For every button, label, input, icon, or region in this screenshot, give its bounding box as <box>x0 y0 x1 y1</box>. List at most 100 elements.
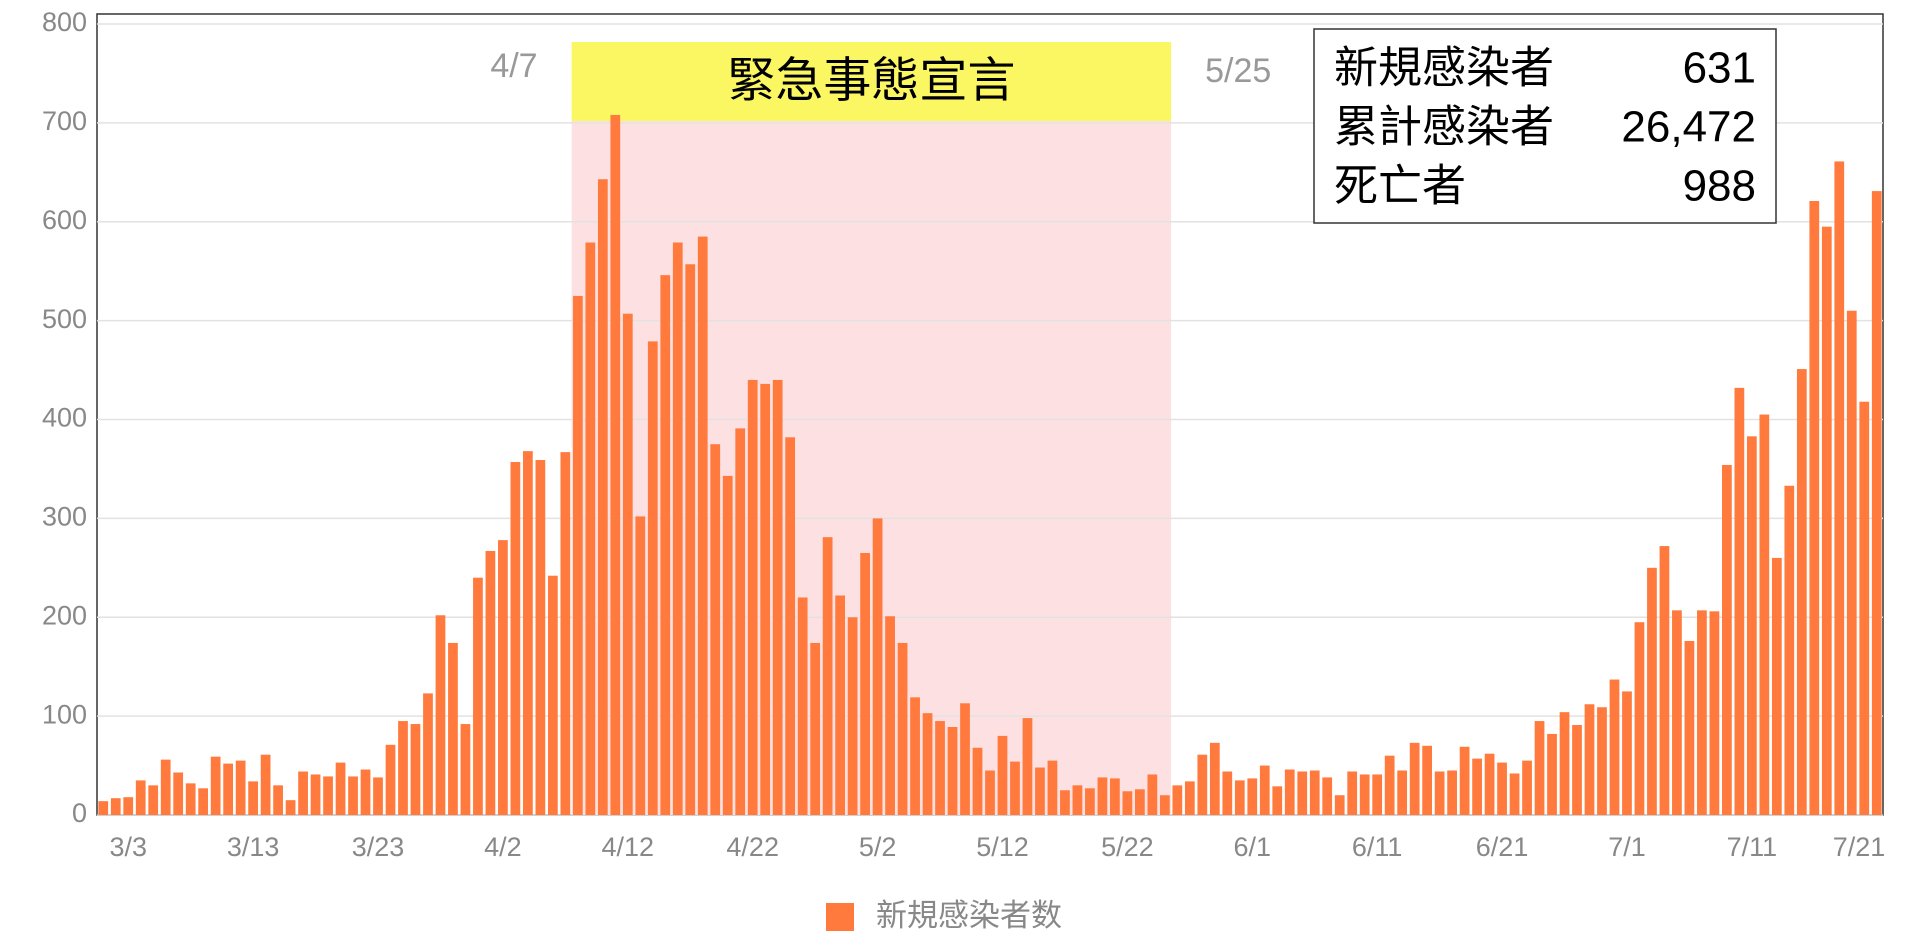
bar <box>1022 718 1033 815</box>
bar <box>1035 767 1045 815</box>
info-label: 死亡者 <box>1334 162 1466 211</box>
bar <box>935 721 945 815</box>
bar <box>98 801 109 815</box>
bar <box>423 693 433 815</box>
bar <box>1422 745 1433 815</box>
bar <box>1159 795 1170 815</box>
bar <box>273 785 283 815</box>
bar <box>1085 788 1095 815</box>
bar <box>1110 778 1120 815</box>
info-label: 累計感染者 <box>1334 103 1554 152</box>
bar <box>572 295 583 815</box>
x-tick-label: 5/22 <box>1101 832 1154 862</box>
bar <box>323 776 333 815</box>
bar <box>710 444 721 815</box>
bar <box>947 727 958 815</box>
bar <box>1409 742 1420 815</box>
x-tick-label: 7/1 <box>1608 832 1646 862</box>
bar <box>1459 746 1470 815</box>
bar <box>1834 161 1845 815</box>
bar <box>1572 725 1582 815</box>
x-tick-label: 6/21 <box>1476 832 1529 862</box>
x-tick-label: 7/11 <box>1727 832 1778 862</box>
bar <box>1359 774 1370 815</box>
bar <box>1197 754 1208 815</box>
bar <box>1547 733 1557 815</box>
bar <box>1871 191 1882 815</box>
bar <box>1647 567 1657 815</box>
bar <box>1060 790 1070 815</box>
bar <box>160 759 171 815</box>
bar <box>597 179 608 815</box>
bar <box>1010 761 1020 815</box>
bar <box>1634 622 1645 815</box>
bar <box>1447 770 1457 815</box>
bar <box>685 264 696 815</box>
bar <box>310 774 321 815</box>
bar <box>835 595 845 815</box>
bar <box>1509 773 1520 815</box>
bar <box>697 236 708 816</box>
bar <box>747 379 758 815</box>
bar <box>1272 786 1283 815</box>
bar <box>1622 691 1632 815</box>
shade-region <box>571 121 1172 815</box>
bar <box>1047 760 1058 815</box>
bar <box>1072 785 1083 815</box>
y-tick-label: 800 <box>42 7 87 37</box>
y-tick-label: 200 <box>42 600 87 630</box>
bar <box>1659 546 1670 815</box>
x-tick-label: 4/12 <box>602 832 655 862</box>
bar <box>610 114 621 816</box>
bar <box>248 781 258 815</box>
bar <box>960 703 970 815</box>
x-tick-label: 3/3 <box>109 832 147 862</box>
bar <box>1684 640 1695 815</box>
bar <box>985 770 995 815</box>
bar <box>1859 401 1870 815</box>
bar <box>123 797 134 815</box>
bar <box>498 540 508 815</box>
bar <box>1534 721 1545 815</box>
bar <box>1322 777 1333 815</box>
bar <box>972 747 983 815</box>
info-value: 988 <box>1683 162 1756 211</box>
x-tick-label: 4/2 <box>484 832 522 862</box>
y-tick-label: 700 <box>42 106 87 136</box>
shade-label: 緊急事態宣言 <box>727 55 1015 108</box>
bar <box>1347 771 1358 815</box>
bar <box>1722 464 1732 815</box>
bar <box>1234 780 1245 815</box>
bar <box>410 724 421 815</box>
bar <box>1284 769 1295 815</box>
bar <box>810 642 821 815</box>
bar <box>1247 778 1258 815</box>
bar <box>1472 758 1482 815</box>
bar <box>1297 771 1308 815</box>
bar <box>897 642 908 815</box>
y-tick-label: 100 <box>42 699 87 729</box>
bar <box>435 615 446 815</box>
bar <box>910 697 920 815</box>
bar <box>1097 777 1108 815</box>
bar <box>1184 781 1195 815</box>
bar <box>1784 485 1795 815</box>
bar <box>285 800 296 815</box>
bar <box>1484 753 1495 815</box>
bar <box>885 616 895 815</box>
bar <box>822 537 833 815</box>
bar <box>1522 760 1532 815</box>
bar <box>1796 369 1807 815</box>
bar <box>647 341 658 815</box>
bar <box>585 242 596 816</box>
y-tick-label: 600 <box>42 205 87 235</box>
bar <box>1334 795 1345 815</box>
info-label: 新規感染者 <box>1334 44 1554 93</box>
bar <box>1122 791 1133 815</box>
x-tick-label: 4/22 <box>726 832 779 862</box>
bar <box>235 760 246 815</box>
x-tick-label: 3/13 <box>227 832 280 862</box>
bar <box>385 744 396 815</box>
bar <box>1734 387 1745 815</box>
